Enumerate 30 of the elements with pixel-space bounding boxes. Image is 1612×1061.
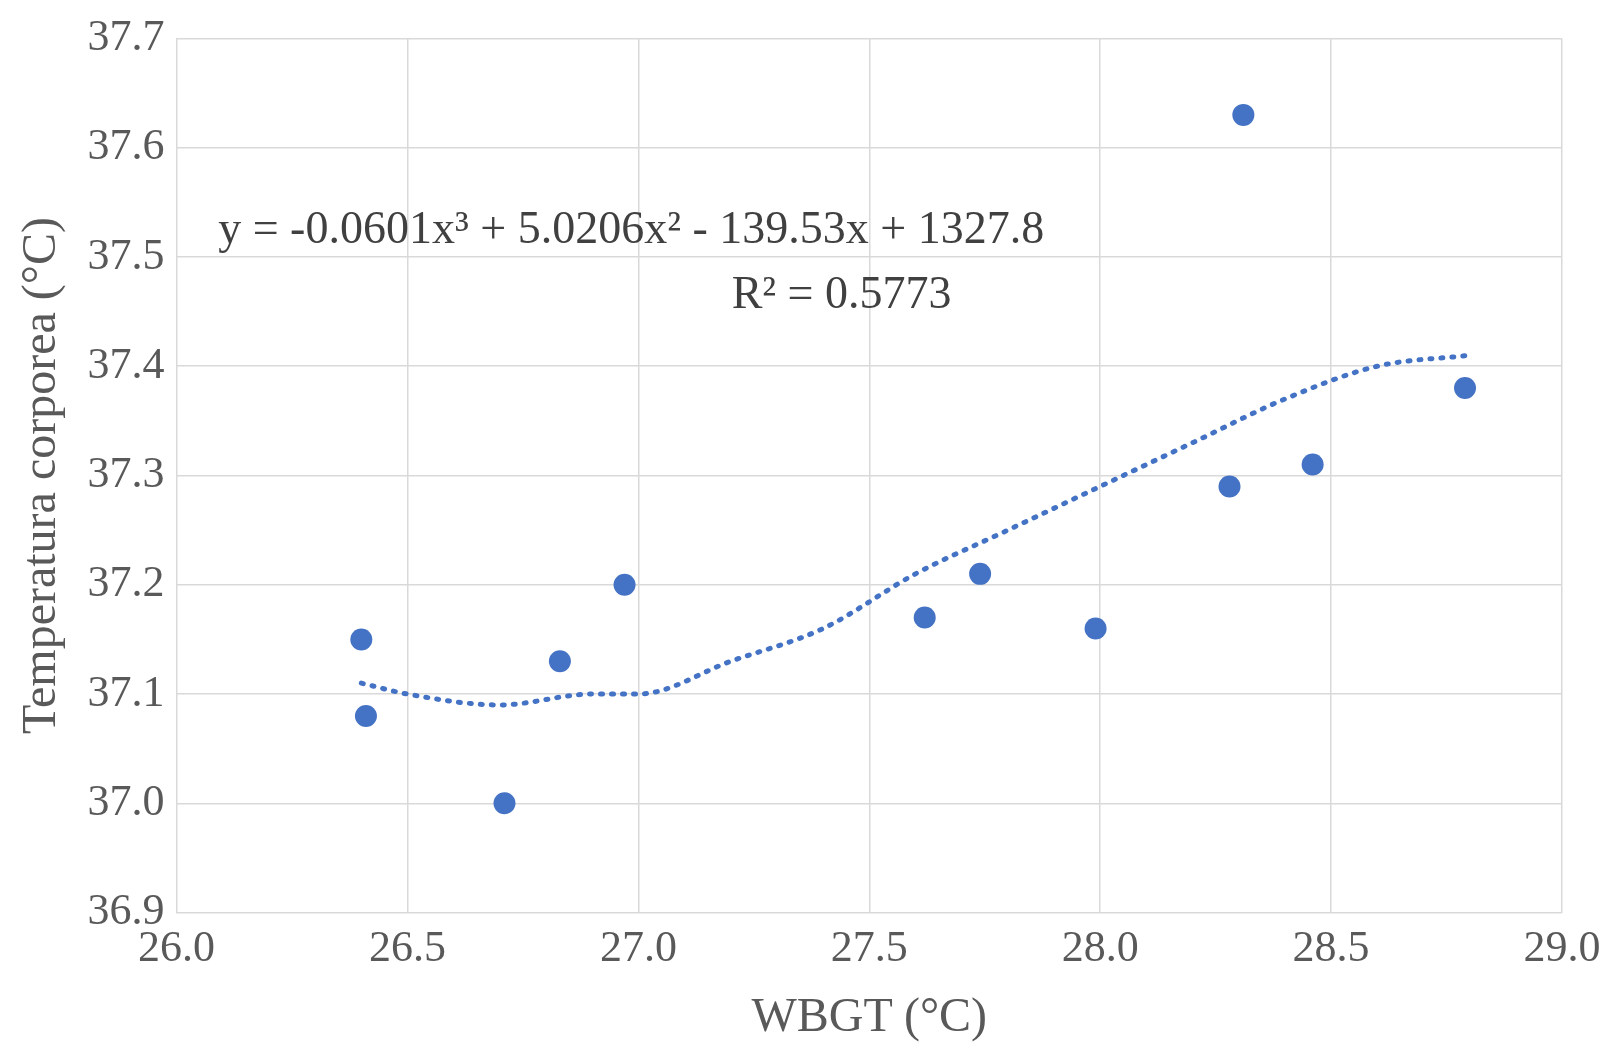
y-tick-label: 37.2 — [87, 557, 165, 607]
point — [1454, 377, 1477, 400]
y-tick-label: 37.5 — [87, 229, 165, 279]
y-tick-label: 37.4 — [87, 338, 165, 388]
point — [548, 650, 571, 673]
y-tick-label: 37.3 — [87, 448, 165, 498]
x-tick-label: 29.0 — [1523, 921, 1601, 971]
annotation: R² = 0.5773 — [731, 267, 952, 319]
point — [1301, 453, 1324, 476]
x-tick-label: 26.5 — [369, 921, 446, 971]
point — [969, 562, 992, 585]
y-axis-title: Temperatura corporea (°C) — [12, 217, 67, 734]
x-tick-label: 28.5 — [1292, 921, 1370, 971]
point — [493, 792, 516, 815]
point — [613, 573, 636, 596]
x-tick-label: 28.0 — [1061, 921, 1139, 971]
y-tick-label: 37.0 — [87, 775, 165, 825]
point — [1232, 103, 1255, 126]
x-axis-title: WBGT (°C) — [751, 987, 988, 1042]
x-tick-label: 27.0 — [599, 921, 677, 971]
y-tick-label: 37.1 — [87, 666, 165, 716]
x-tick-label: 27.5 — [830, 921, 908, 971]
point — [1218, 475, 1241, 498]
point — [913, 606, 936, 629]
annotation: y = -0.0601x³ + 5.0206x² - 139.53x + 1327.8 — [218, 201, 1045, 253]
y-tick-label: 37.7 — [87, 10, 165, 60]
point — [1084, 617, 1107, 640]
point — [350, 628, 373, 651]
y-tick-label: 37.6 — [87, 120, 165, 170]
point — [354, 704, 377, 727]
